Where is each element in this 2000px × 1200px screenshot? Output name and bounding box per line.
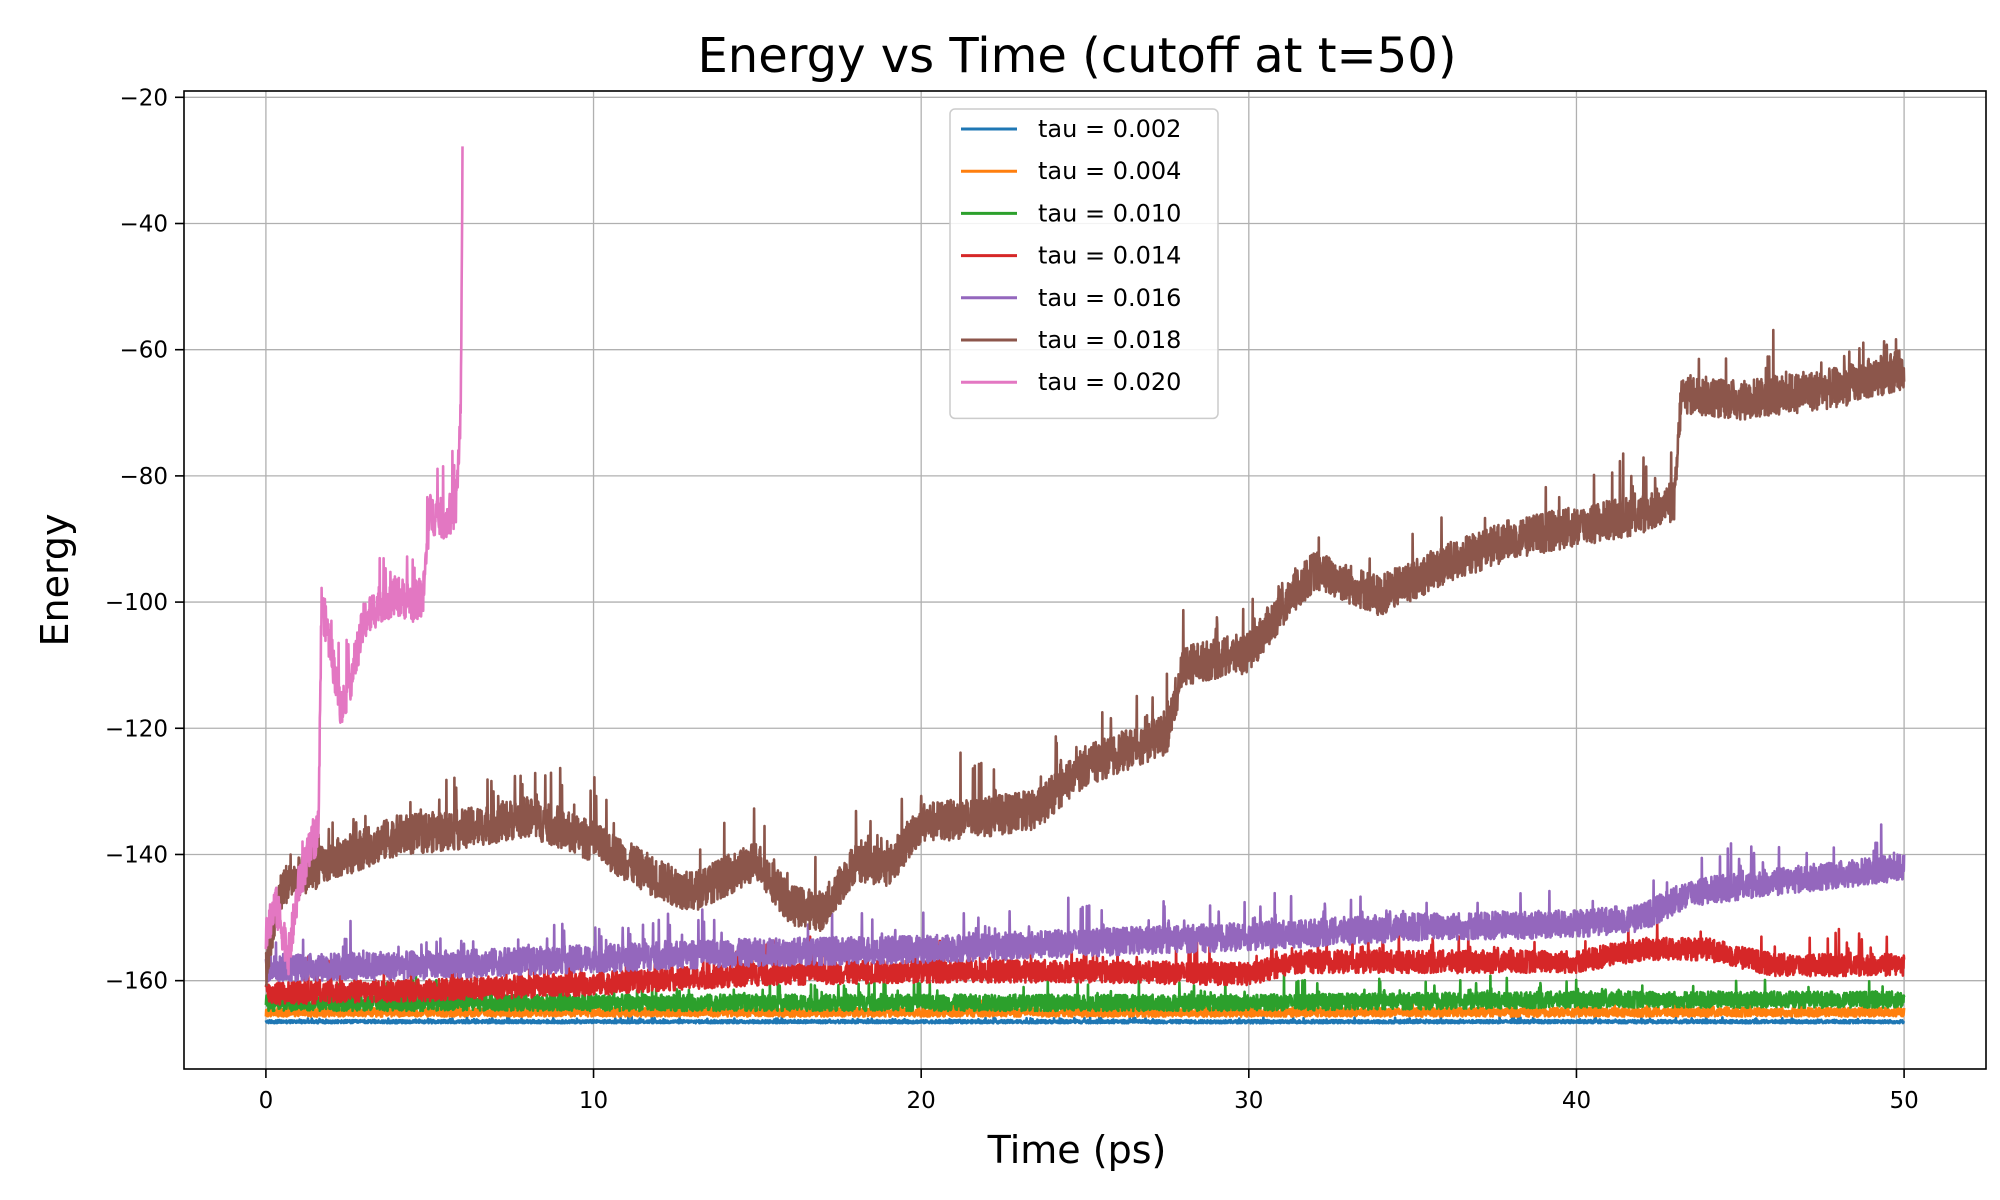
legend-label: tau = 0.002 [1038,115,1181,143]
legend-label: tau = 0.016 [1038,284,1181,312]
series-line-3 [264,920,1906,1006]
y-tick-label: −120 [105,716,168,742]
x-axis-label: Time (ps) [987,1128,1167,1172]
legend-label: tau = 0.020 [1038,368,1181,396]
chart-title: Energy vs Time (cutoff at t=50) [697,28,1456,84]
y-tick-label: −140 [105,842,168,868]
x-tick-label: 50 [1889,1088,1918,1114]
legend-label: tau = 0.014 [1038,242,1181,270]
legend-label: tau = 0.018 [1038,326,1181,354]
x-tick-label: 40 [1562,1088,1591,1114]
series-lines [264,146,1906,1025]
y-tick-label: −160 [105,969,168,995]
x-tick-label: 0 [259,1088,274,1114]
series-line-5 [264,328,1906,987]
series-line-2 [264,974,1906,1013]
x-tick-label: 20 [907,1088,936,1114]
series-line-6 [264,146,464,976]
y-tick-label: −60 [119,338,168,364]
x-tick-label: 30 [1234,1088,1263,1114]
y-tick-label: −100 [105,590,168,616]
x-tick-label: 10 [579,1088,608,1114]
axis-ticks: 0 10 20 30 40 50 −160 −140 −120 −100 −80 −60 −40 −20 [105,85,1919,1114]
series-line-4 [264,823,1906,983]
y-tick-label: −80 [119,464,168,490]
plot-frame [183,90,1987,1070]
series-line-0 [264,1015,1906,1025]
legend: tau = 0.002 tau = 0.004 tau = 0.010 tau = 0… [949,108,1219,420]
y-tick-label: −20 [119,85,168,111]
legend-label: tau = 0.004 [1038,157,1181,185]
y-tick-label: −40 [119,212,168,238]
legend-label: tau = 0.010 [1038,199,1181,227]
y-axis-label: Energy [33,513,77,646]
